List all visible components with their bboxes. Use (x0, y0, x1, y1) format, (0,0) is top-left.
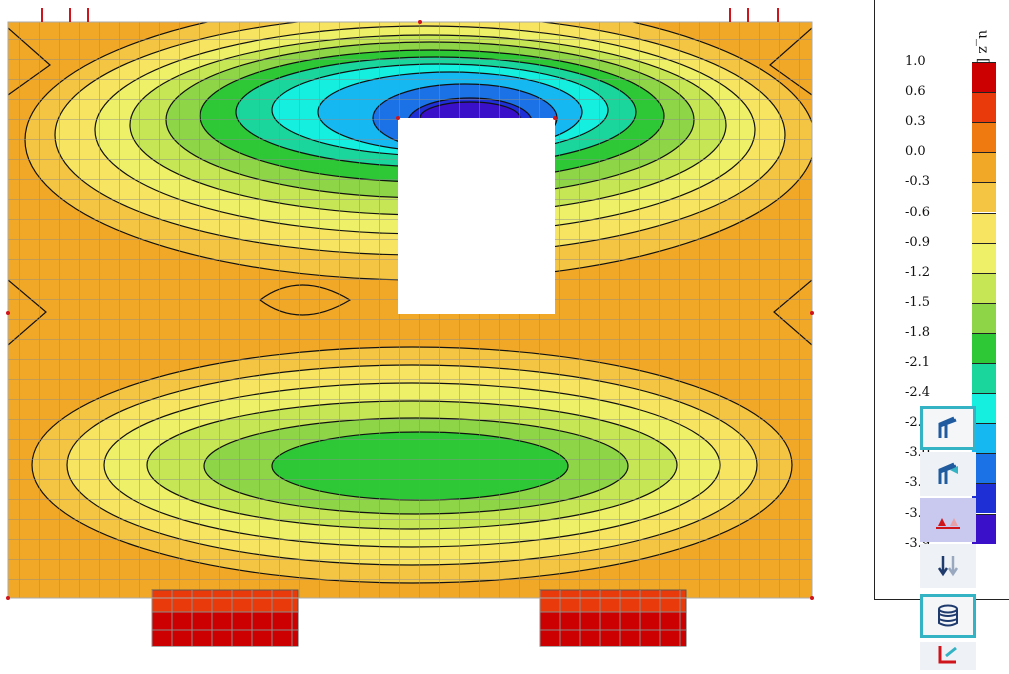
loads-icon (937, 556, 959, 577)
legend-value: -2.4 (905, 385, 931, 401)
legend-color-swatch (972, 513, 996, 544)
legend-value: 0.0 (905, 144, 926, 160)
legend-value: 0.6 (905, 84, 926, 100)
display-layers-button[interactable] (920, 594, 976, 638)
legend-value: -2.1 (905, 355, 931, 370)
display-model-button[interactable] (920, 406, 976, 450)
top-supports (41, 8, 779, 22)
legend-value: -0.3 (905, 174, 931, 190)
supports-icon (936, 518, 960, 529)
legend-color-swatch (972, 62, 996, 93)
database-icon (938, 604, 958, 627)
legend-color-swatch (972, 152, 996, 183)
legend-value: 0.3 (905, 114, 926, 130)
display-supports-button[interactable] (920, 498, 976, 542)
legend-color-swatch (972, 212, 996, 243)
legend-color-swatch (972, 242, 996, 273)
legend-color-swatch (972, 483, 996, 514)
frame-model-icon (938, 416, 957, 438)
footing-right (539, 589, 687, 647)
legend-color-swatch (972, 423, 996, 454)
legend-value: -1.8 (905, 324, 931, 340)
legend-color-swatch (972, 453, 996, 484)
frame-results-icon (938, 462, 958, 484)
legend-color-swatch (972, 302, 996, 333)
member-icon (938, 646, 957, 664)
display-loads-button[interactable] (920, 544, 976, 588)
legend-value: -0.9 (905, 234, 931, 250)
legend-color-swatch (972, 332, 996, 363)
legend-color-swatch (972, 122, 996, 153)
legend-color-swatch (972, 182, 996, 213)
legend-color-swatch (972, 92, 996, 123)
legend-value: -1.2 (905, 264, 931, 280)
wall-surface (8, 22, 812, 598)
edge-nodes (6, 20, 814, 600)
legend-color-swatch (972, 363, 996, 394)
display-results-button[interactable] (920, 452, 976, 496)
legend-value: -0.6 (905, 204, 931, 220)
legend-value: 1.0 (905, 54, 926, 69)
contour-plot (6, 8, 814, 647)
wall-opening (398, 118, 555, 314)
display-members-button[interactable] (920, 642, 976, 670)
legend-value: -1.5 (905, 294, 931, 310)
model-viewport[interactable] (0, 0, 860, 670)
legend-color-swatch (972, 393, 996, 424)
footing-left (151, 589, 299, 647)
side-toolbar (916, 404, 986, 670)
legend-color-swatch (972, 272, 996, 303)
